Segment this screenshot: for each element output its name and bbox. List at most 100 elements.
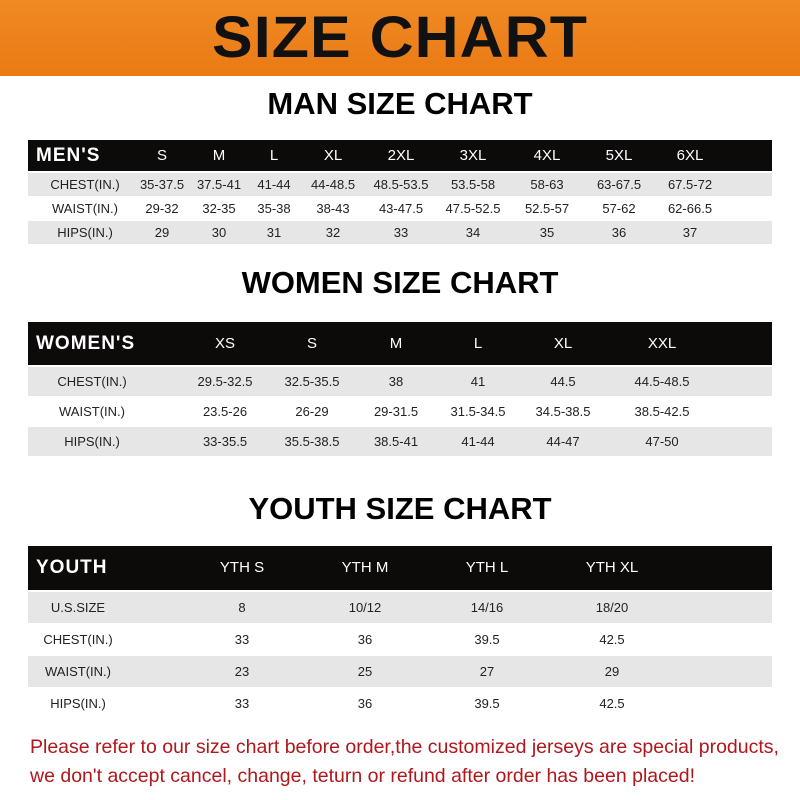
table-cell: 42.5 <box>599 632 625 647</box>
size-header: XL <box>553 335 573 352</box>
table-cell: 31 <box>266 225 282 240</box>
row-label: U.S.SIZE <box>50 600 106 615</box>
table-cell: 44-48.5 <box>310 177 356 192</box>
table-cell: 43-47.5 <box>378 201 424 216</box>
table-cell: 29 <box>154 225 170 240</box>
table-cell: 34.5-38.5 <box>535 404 591 419</box>
size-header: L <box>473 335 483 352</box>
row-label: WAIST(IN.) <box>45 664 111 679</box>
size-header: M <box>389 335 403 352</box>
table-cell: 18/20 <box>595 600 629 615</box>
size-header: 3XL <box>459 147 487 164</box>
table-row: HIPS(IN.) 29 30 31 32 33 34 35 36 37 <box>28 221 772 244</box>
women-header-row: WOMEN'S XS S M L XL XXL <box>28 322 772 365</box>
table-cell: 10/12 <box>348 600 382 615</box>
table-row: CHEST(IN.) 33 36 39.5 42.5 <box>28 624 772 655</box>
table-cell: 44.5-48.5 <box>634 374 690 389</box>
size-header: L <box>269 147 279 164</box>
row-label: HIPS(IN.) <box>57 225 113 240</box>
table-cell: 27 <box>479 664 495 679</box>
table-cell: 47-50 <box>645 434 679 449</box>
size-header: YTH S <box>219 559 265 576</box>
table-cell: 41-44 <box>257 177 291 192</box>
size-header: S <box>306 335 318 352</box>
table-cell: 62-66.5 <box>667 201 713 216</box>
table-cell: 34 <box>465 225 481 240</box>
table-cell: 44.5 <box>550 374 576 389</box>
youth-header-label: YOUTH <box>36 557 108 578</box>
table-cell: 44-47 <box>546 434 580 449</box>
table-cell: 29.5-32.5 <box>197 374 253 389</box>
row-label: CHEST(IN.) <box>50 177 120 192</box>
table-cell: 36 <box>357 696 373 711</box>
table-row: CHEST(IN.) 35-37.5 37.5-41 41-44 44-48.5 48.5… <box>28 173 772 196</box>
table-cell: 25 <box>357 664 373 679</box>
table-cell: 53.5-58 <box>450 177 496 192</box>
table-cell: 35-37.5 <box>139 177 185 192</box>
table-cell: 36 <box>611 225 627 240</box>
table-cell: 38.5-41 <box>373 434 419 449</box>
row-label: HIPS(IN.) <box>64 434 120 449</box>
table-cell: 26-29 <box>295 404 329 419</box>
table-cell: 32.5-35.5 <box>284 374 340 389</box>
table-cell: 33 <box>234 632 250 647</box>
table-cell: 23.5-26 <box>202 404 248 419</box>
table-cell: 33-35.5 <box>202 434 248 449</box>
men-title: MAN SIZE CHART <box>267 86 533 121</box>
table-row: CHEST(IN.) 29.5-32.5 32.5-35.5 38 41 44.5 44.5… <box>28 367 772 396</box>
table-cell: 35 <box>539 225 555 240</box>
table-cell: 8 <box>238 600 246 615</box>
table-cell: 29-31.5 <box>373 404 419 419</box>
row-label: WAIST(IN.) <box>59 404 125 419</box>
table-row: WAIST(IN.) 23.5-26 26-29 29-31.5 31.5-34.5 34… <box>28 397 772 426</box>
row-label: WAIST(IN.) <box>52 201 118 216</box>
youth-header-row: YOUTH YTH S YTH M YTH L YTH XL <box>28 546 772 590</box>
table-cell: 37.5-41 <box>196 177 242 192</box>
table-cell: 35-38 <box>257 201 291 216</box>
size-header: XXL <box>647 335 677 352</box>
table-cell: 63-67.5 <box>596 177 642 192</box>
table-cell: 58-63 <box>530 177 564 192</box>
banner: SIZE CHART <box>0 0 800 76</box>
table-cell: 42.5 <box>599 696 625 711</box>
table-cell: 57-62 <box>602 201 636 216</box>
table-cell: 32-35 <box>202 201 236 216</box>
table-cell: 30 <box>211 225 227 240</box>
row-label: HIPS(IN.) <box>50 696 106 711</box>
table-cell: 38 <box>388 374 404 389</box>
size-header: XL <box>323 147 343 164</box>
note-line-2: we don't accept cancel, change, teturn o… <box>30 765 695 787</box>
table-cell: 14/16 <box>470 600 504 615</box>
table-cell: 23 <box>234 664 250 679</box>
size-header: 4XL <box>533 147 561 164</box>
table-row: U.S.SIZE 8 10/12 14/16 18/20 <box>28 592 772 623</box>
row-label: CHEST(IN.) <box>43 632 113 647</box>
table-cell: 47.5-52.5 <box>445 201 501 216</box>
size-header: YTH L <box>465 559 509 576</box>
banner-title: SIZE CHART <box>212 5 588 70</box>
size-header: YTH XL <box>585 559 639 576</box>
size-header: M <box>212 147 226 164</box>
table-cell: 37 <box>682 225 698 240</box>
size-header: 6XL <box>676 147 704 164</box>
table-cell: 35.5-38.5 <box>284 434 340 449</box>
table-cell: 41 <box>470 374 486 389</box>
row-label: CHEST(IN.) <box>57 374 127 389</box>
table-cell: 52.5-57 <box>524 201 570 216</box>
size-header: XS <box>214 335 236 352</box>
size-header: 2XL <box>387 147 415 164</box>
note-line-1: Please refer to our size chart before or… <box>30 736 779 758</box>
table-cell: 33 <box>234 696 250 711</box>
women-header-label: WOMEN'S <box>36 333 136 354</box>
table-cell: 41-44 <box>461 434 495 449</box>
table-row: HIPS(IN.) 33 36 39.5 42.5 <box>28 688 772 719</box>
table-cell: 36 <box>357 632 373 647</box>
men-header-row: MEN'S S M L XL 2XL 3XL 4XL 5XL 6XL <box>28 140 772 171</box>
table-cell: 31.5-34.5 <box>450 404 506 419</box>
table-row: WAIST(IN.) 29-32 32-35 35-38 38-43 43-47.5 47.… <box>28 197 772 220</box>
women-title: WOMEN SIZE CHART <box>241 265 559 300</box>
size-header: S <box>156 147 168 164</box>
table-cell: 32 <box>325 225 341 240</box>
table-cell: 39.5 <box>474 632 500 647</box>
table-cell: 39.5 <box>474 696 500 711</box>
